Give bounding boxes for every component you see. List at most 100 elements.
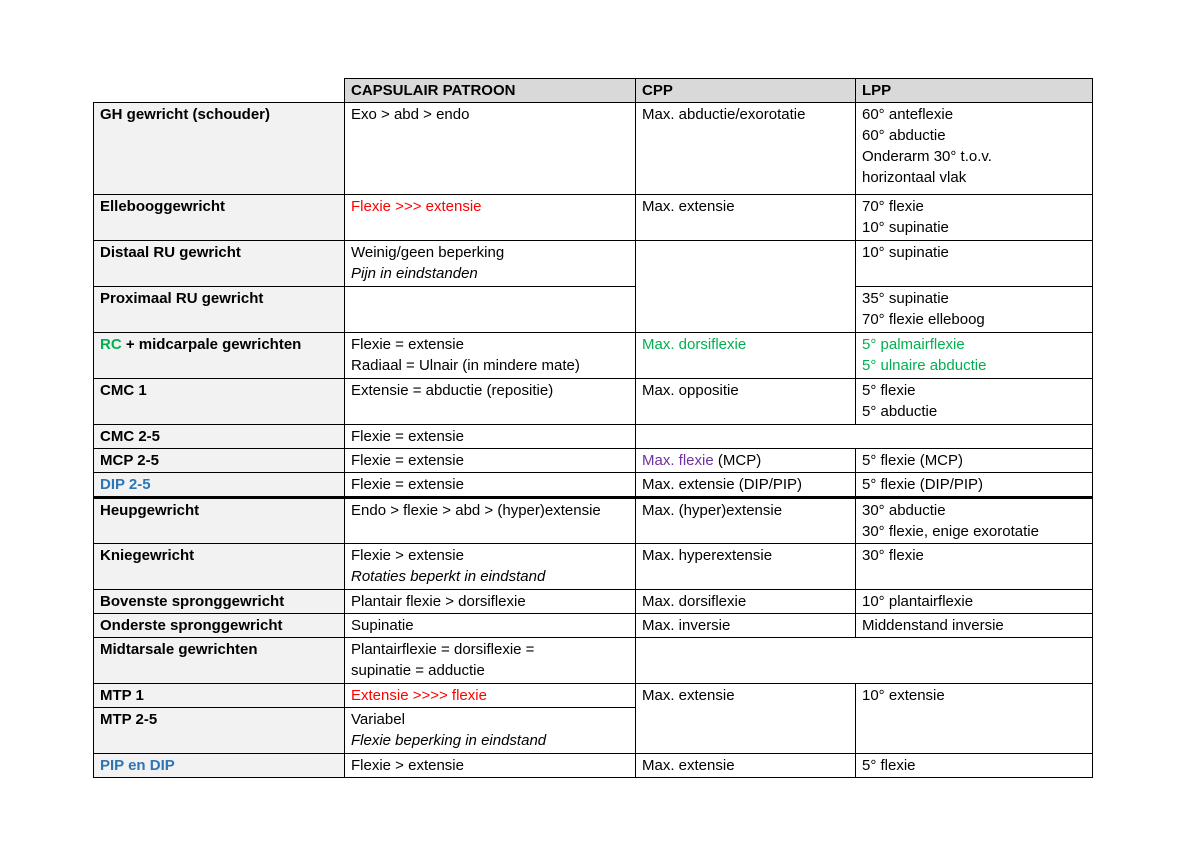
row-bovenste-sprong: Bovenste spronggewricht Plantair flexie … (93, 589, 1093, 614)
capsular-line: Flexie = extensie (351, 336, 464, 353)
capsular-cell: Flexie >>> extensie (344, 194, 636, 241)
row-cmc1: CMC 1 Extensie = abductie (repositie) Ma… (93, 378, 1093, 425)
joint-name-cell: MCP 2-5 (93, 448, 345, 473)
row-mtp1: MTP 1 Extensie >>>> flexie Max. extensie… (93, 683, 1093, 754)
lpp-line: horizontaal vlak (862, 169, 967, 186)
header-row: CAPSULAIR PATROON CPP LPP (93, 78, 1093, 103)
lpp-line: 70° flexie (862, 198, 924, 215)
joint-name-cell: Onderste spronggewricht (93, 613, 345, 638)
cpp-lpp-merged-empty-cell (635, 424, 1093, 449)
capsular-line: supinatie = adductie (351, 662, 485, 679)
joint-name-cell: Ellebooggewricht (93, 194, 345, 241)
cpp-cell: Max. abductie/exorotatie (635, 102, 856, 195)
lpp-line: 60° anteflexie (862, 106, 954, 123)
lpp-line: 70° flexie elleboog (862, 311, 985, 328)
lpp-cell: 35° supinatie 70° flexie elleboog (855, 286, 1093, 333)
lpp-cell: 5° flexie (MCP) (855, 448, 1093, 473)
lpp-cell: 10° plantairflexie (855, 589, 1093, 614)
cpp-cell: Max. extensie (DIP/PIP) (635, 472, 856, 498)
lpp-cell: 5° palmairflexie 5° ulnaire abductie (855, 332, 1093, 379)
capsular-cell: Weinig/geen beperking Pijn in eindstande… (344, 240, 636, 287)
lpp-cell: Middenstand inversie (855, 613, 1093, 638)
lpp-cell: 30° flexie (855, 543, 1093, 590)
capsular-line-italic: Flexie beperking in eindstand (351, 732, 547, 749)
lpp-line: 5° palmairflexie (862, 336, 965, 353)
cpp-cell: Max. oppositie (635, 378, 856, 425)
joint-name-cell: Proximaal RU gewricht (93, 286, 345, 333)
capsular-line: Radiaal = Ulnair (in mindere mate) (351, 357, 580, 374)
capsular-line: Variabel (351, 711, 405, 728)
capsular-cell: Flexie = extensie (344, 448, 636, 473)
capsular-cell: Extensie >>>> flexie (344, 683, 636, 708)
joint-name-cell: Distaal RU gewricht (93, 240, 345, 287)
lpp-line: 60° abductie (862, 127, 946, 144)
capsular-line: Weinig/geen beperking (351, 244, 505, 261)
capsular-line-italic: Pijn in eindstanden (351, 265, 478, 282)
row-heup: Heupgewricht Endo > flexie > abd > (hype… (93, 496, 1093, 544)
header-capsulair-patroon: CAPSULAIR PATROON (344, 78, 636, 103)
cpp-cell: Max. extensie (635, 753, 856, 778)
row-cmc25: CMC 2-5 Flexie = extensie (93, 424, 1093, 449)
rc-abbrev-green: RC (100, 336, 122, 353)
capsular-cell: Endo > flexie > abd > (hyper)extensie (344, 496, 636, 544)
row-onderste-sprong: Onderste spronggewricht Supinatie Max. i… (93, 613, 1093, 638)
lpp-line: 10° supinatie (862, 219, 949, 236)
capsular-cell: Supinatie (344, 613, 636, 638)
capsular-cell: Flexie = extensie (344, 424, 636, 449)
lpp-line: 5° abductie (862, 403, 938, 420)
joint-name-cell: DIP 2-5 (93, 472, 345, 498)
row-gh: GH gewricht (schouder) Exo > abd > endo … (93, 102, 1093, 195)
lpp-line: 30° flexie, enige exorotatie (862, 523, 1039, 540)
cpp-cell-merged: Max. extensie (635, 683, 856, 754)
cpp-cell: Max. flexie (MCP) (635, 448, 856, 473)
joint-name-cell: Heupgewricht (93, 496, 345, 544)
lpp-cell-merged: 10° extensie (855, 683, 1093, 754)
joint-name-cell: Midtarsale gewrichten (93, 637, 345, 684)
row-midtarsaal: Midtarsale gewrichten Plantairflexie = d… (93, 637, 1093, 684)
joint-name-cell: MTP 1 (93, 683, 345, 708)
row-dip25: DIP 2-5 Flexie = extensie Max. extensie … (93, 472, 1093, 498)
capsular-cell: Exo > abd > endo (344, 102, 636, 195)
lpp-line: Onderarm 30° t.o.v. (862, 148, 992, 165)
joint-name-cell: RC + midcarpale gewrichten (93, 332, 345, 379)
header-lpp: LPP (855, 78, 1093, 103)
joint-name-cell: PIP en DIP (93, 753, 345, 778)
cpp-cell: Max. hyperextensie (635, 543, 856, 590)
joints-overview-table: CAPSULAIR PATROON CPP LPP GH gewricht (s… (93, 78, 1093, 778)
row-mtp25: MTP 2-5 Variabel Flexie beperking in ein… (93, 707, 1093, 754)
lpp-line: 35° supinatie (862, 290, 949, 307)
header-cpp: CPP (635, 78, 856, 103)
lpp-cell: 5° flexie 5° abductie (855, 378, 1093, 425)
cpp-cell: Max. (hyper)extensie (635, 496, 856, 544)
cpp-cell-merged-empty (635, 240, 856, 333)
capsular-cell: Variabel Flexie beperking in eindstand (344, 707, 636, 754)
lpp-line: 30° abductie (862, 502, 946, 519)
row-mcp25: MCP 2-5 Flexie = extensie Max. flexie (M… (93, 448, 1093, 473)
capsular-cell: Flexie > extensie Rotaties beperkt in ei… (344, 543, 636, 590)
capsular-cell: Flexie = extensie (344, 472, 636, 498)
capsular-cell: Flexie > extensie (344, 753, 636, 778)
row-proximaal-ru: Proximaal RU gewricht 35° supinatie 70° … (93, 286, 1093, 333)
corner-empty-cell (93, 78, 345, 103)
row-pip-dip: PIP en DIP Flexie > extensie Max. extens… (93, 753, 1093, 778)
lpp-cell: 5° flexie (855, 753, 1093, 778)
joint-name-cell: Bovenste spronggewricht (93, 589, 345, 614)
cpp-cell: Max. inversie (635, 613, 856, 638)
cpp-purple-text: Max. flexie (642, 452, 714, 469)
capsular-line-italic: Rotaties beperkt in eindstand (351, 568, 546, 585)
capsular-cell: Flexie = extensie Radiaal = Ulnair (in m… (344, 332, 636, 379)
joint-name-cell: MTP 2-5 (93, 707, 345, 754)
joint-name-rest: + midcarpale gewrichten (121, 336, 302, 353)
lpp-cell: 5° flexie (DIP/PIP) (855, 472, 1093, 498)
capsular-cell: Plantairflexie = dorsiflexie = supinatie… (344, 637, 636, 684)
lpp-cell: 10° supinatie (855, 240, 1093, 287)
joint-name-cell: GH gewricht (schouder) (93, 102, 345, 195)
lpp-cell: 70° flexie 10° supinatie (855, 194, 1093, 241)
lpp-cell: 30° abductie 30° flexie, enige exorotati… (855, 496, 1093, 544)
joint-name-cell: Kniegewricht (93, 543, 345, 590)
capsular-line: Flexie > extensie (351, 547, 464, 564)
lpp-line: 5° flexie (862, 382, 916, 399)
row-knie: Kniegewricht Flexie > extensie Rotaties … (93, 543, 1093, 590)
capsular-cell: Extensie = abductie (repositie) (344, 378, 636, 425)
